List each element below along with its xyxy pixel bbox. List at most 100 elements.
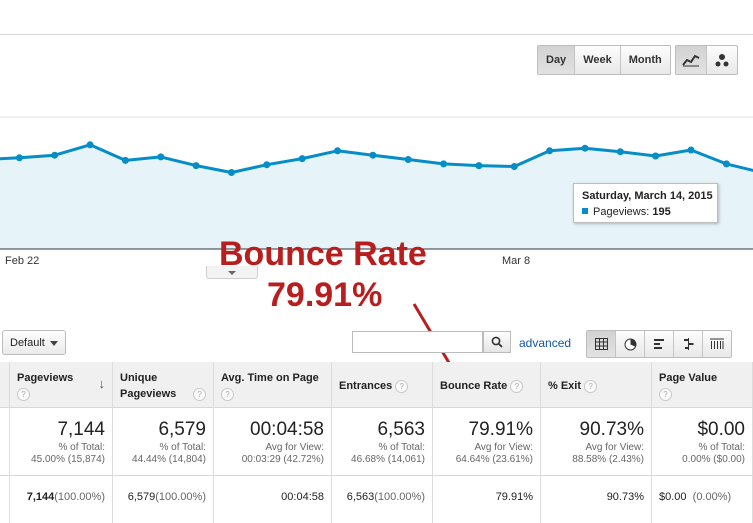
chart-mode-selector	[675, 45, 738, 75]
collapse-chart-handle[interactable]	[206, 266, 258, 279]
total-caption: Avg for View:	[585, 442, 644, 453]
total-value: 79.91%	[468, 419, 533, 440]
segment-dropdown[interactable]: Default	[2, 330, 66, 355]
data-point	[546, 147, 554, 155]
help-icon[interactable]: ?	[510, 379, 524, 393]
totals-avg-time: 00:04:58 Avg for View: 00:03:29 (42.72%)	[214, 407, 332, 475]
data-point	[121, 156, 129, 164]
data-point	[263, 161, 271, 169]
header-unique-pageviews[interactable]: Unique Pageviews ?	[113, 362, 214, 407]
search-button[interactable]	[483, 331, 511, 353]
total-detail: 88.58% (2.43%)	[572, 454, 644, 465]
help-icon[interactable]: ?	[395, 379, 409, 393]
series-area	[0, 144, 753, 249]
totals-page-value: $0.00 % of Total: 0.00% ($0.00)	[652, 407, 753, 475]
data-table-icon[interactable]	[587, 331, 615, 357]
segment-dropdown-value: Default	[10, 337, 45, 349]
cell-exit: 90.73%	[606, 491, 644, 503]
week-button[interactable]: Week	[574, 46, 620, 74]
header-avg-time-label: Avg. Time on Page	[221, 372, 319, 384]
header-exit-label: % Exit	[548, 380, 582, 392]
data-point	[581, 144, 589, 152]
total-detail: 44.44% (14,804)	[132, 454, 206, 465]
total-detail: 46.68% (14,061)	[351, 454, 425, 465]
total-value: 6,563	[377, 419, 425, 440]
cell-pageviews-pct: (100.00%)	[54, 491, 105, 503]
totals-exit: 90.73% Avg for View: 88.58% (2.43%)	[541, 407, 652, 475]
help-icon[interactable]: ?	[584, 379, 598, 393]
search-icon	[491, 336, 503, 348]
data-point	[475, 162, 483, 170]
cell-entrances-pct: (100.00%)	[374, 491, 425, 503]
header-page-value[interactable]: Page Value?	[652, 362, 753, 407]
comparison-icon[interactable]	[673, 331, 702, 357]
series-swatch-icon	[582, 208, 588, 214]
annotation-title: Bounce Rate	[219, 235, 427, 273]
totals-entrances: 6,563 % of Total: 46.68% (14,061)	[332, 407, 433, 475]
table-row-avg-time: 00:04:58	[214, 475, 332, 523]
total-caption: % of Total:	[698, 442, 745, 453]
totals-bounce-rate: 79.91% Avg for View: 64.64% (23.61%)	[433, 407, 541, 475]
line-chart-icon[interactable]	[676, 46, 706, 74]
header-exit[interactable]: % Exit ?	[541, 362, 652, 407]
header-pageviews[interactable]: Pageviews? ↓	[10, 362, 113, 407]
data-point	[440, 160, 448, 168]
data-point	[86, 141, 94, 149]
pie-chart-icon[interactable]	[615, 331, 644, 357]
sort-descending-icon[interactable]: ↓	[98, 376, 106, 391]
day-button[interactable]: Day	[538, 46, 575, 74]
data-point	[192, 162, 200, 170]
data-point	[652, 152, 660, 160]
totals-divider	[0, 475, 753, 476]
cell-avg-time: 00:04:58	[281, 491, 324, 503]
total-value: 6,579	[158, 419, 206, 440]
header-page-value-label: Page Value	[659, 372, 718, 384]
x-axis-label-feb22: Feb 22	[5, 255, 40, 267]
x-axis-label-mar8: Mar 8	[502, 255, 531, 267]
header-dimension-stub	[0, 362, 10, 407]
data-point	[157, 153, 165, 161]
pivot-icon[interactable]	[702, 331, 731, 357]
data-point	[15, 154, 23, 162]
data-point	[404, 156, 412, 163]
data-point	[298, 155, 306, 163]
table-view-selector	[586, 330, 732, 358]
help-icon[interactable]: ?	[659, 387, 672, 401]
data-point	[722, 160, 730, 168]
header-unique-label: Unique Pageviews	[120, 372, 177, 400]
data-point	[687, 146, 695, 154]
help-icon[interactable]: ?	[17, 387, 30, 401]
cell-unique: 6,579	[127, 491, 156, 503]
total-detail: 45.00% (15,874)	[31, 454, 105, 465]
data-point	[51, 151, 59, 159]
advanced-filter-link[interactable]: advanced	[519, 336, 572, 350]
table-search-input[interactable]	[352, 331, 483, 353]
total-caption: % of Total:	[58, 442, 105, 453]
total-detail: 0.00% ($0.00)	[682, 454, 745, 465]
table-row-entrances: 6,563(100.00%)	[332, 475, 433, 523]
total-value: 00:04:58	[250, 419, 324, 440]
cell-bounce-rate: 79.91%	[495, 491, 533, 503]
month-button[interactable]: Month	[619, 46, 670, 74]
cell-page-value-pct: (0.00%)	[692, 491, 732, 503]
header-pageviews-label: Pageviews	[17, 372, 74, 384]
motion-chart-icon[interactable]	[706, 46, 737, 74]
total-detail: 00:03:29 (42.72%)	[241, 454, 324, 465]
table-row-exit: 90.73%	[541, 475, 652, 523]
total-caption: % of Total:	[159, 442, 206, 453]
cell-page-value: $0.00	[659, 491, 687, 503]
period-selector: Day Week Month	[537, 45, 671, 75]
header-bounce-label: Bounce Rate	[440, 380, 508, 392]
header-bounce-rate[interactable]: Bounce Rate ?	[433, 362, 541, 407]
total-caption: % of Total:	[378, 442, 425, 453]
total-value: $0.00	[697, 419, 745, 440]
totals-unique-pageviews: 6,579 % of Total: 44.44% (14,804)	[113, 407, 214, 475]
total-caption: Avg for View:	[265, 442, 324, 453]
performance-icon[interactable]	[644, 331, 673, 357]
help-icon[interactable]: ?	[193, 387, 207, 401]
cell-entrances: 6,563	[346, 491, 375, 503]
total-caption: Avg for View:	[474, 442, 533, 453]
help-icon[interactable]: ?	[221, 387, 234, 401]
header-entrances[interactable]: Entrances ?	[332, 362, 433, 407]
header-avg-time-on-page[interactable]: Avg. Time on Page?	[214, 362, 332, 407]
